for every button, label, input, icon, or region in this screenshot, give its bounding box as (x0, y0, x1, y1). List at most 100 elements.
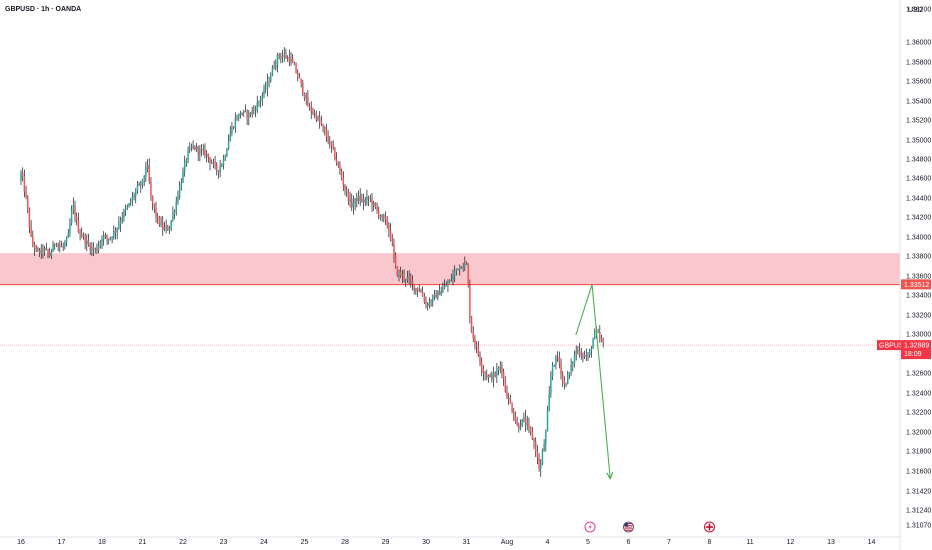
candle-body (531, 431, 534, 440)
x-tick-label: 23 (220, 539, 228, 546)
candle-body (187, 149, 189, 160)
candle-body (545, 431, 547, 444)
candle-body (194, 145, 196, 150)
lightning-icon[interactable] (584, 521, 596, 533)
chart-title: GBPUSD · 1h · OANDA (5, 6, 81, 13)
candle-body (109, 237, 112, 240)
candle-body (394, 255, 397, 267)
candle-body (361, 199, 363, 202)
x-tick-label: 7 (667, 539, 671, 546)
candle-body (60, 246, 63, 248)
candle-body (398, 271, 400, 276)
candle-body (27, 196, 29, 209)
candle-body (170, 220, 172, 229)
flag-gb-icon[interactable] (704, 521, 715, 533)
candle-body (486, 374, 488, 378)
candle-body (337, 162, 339, 166)
candle-body (339, 165, 341, 172)
y-tick-label: 1.34400 (906, 196, 931, 203)
candle-body (297, 72, 299, 77)
candle-body (221, 164, 223, 167)
candle-body (214, 162, 216, 164)
candle-body (276, 54, 279, 66)
candle-body (216, 163, 218, 170)
candle-body (271, 67, 274, 76)
candle-body (602, 341, 604, 343)
candle-body (108, 238, 110, 240)
candle-body (452, 275, 454, 281)
candle-body (460, 266, 463, 269)
x-tick-label: 24 (260, 539, 268, 546)
candle-body (592, 339, 594, 349)
candle-body (317, 117, 319, 120)
flag-stripe (624, 528, 633, 530)
candle-body (239, 113, 242, 116)
candle-body (305, 97, 307, 99)
candle-body (50, 251, 53, 256)
candle-body (92, 247, 95, 250)
candle-body (155, 207, 157, 217)
flag-stripe (624, 523, 633, 524)
candle-body (138, 184, 140, 186)
candle-body (433, 293, 436, 296)
candle-body (86, 240, 88, 244)
candle-body (406, 277, 409, 280)
candle-body (457, 268, 459, 270)
y-tick-label: 1.31420 (906, 489, 931, 496)
candle-body (325, 130, 328, 138)
candle-body (310, 107, 312, 113)
candle-body (259, 99, 262, 102)
candle-body (504, 378, 507, 392)
x-tick-label: 13 (827, 539, 835, 546)
candle-body (133, 196, 135, 197)
y-tick-label: 1.32000 (906, 430, 931, 437)
candle-body (158, 216, 161, 226)
candle-body (258, 101, 260, 103)
candle-body (47, 249, 49, 253)
candle-body (411, 281, 414, 284)
candle-body (366, 196, 368, 200)
candle-body (177, 197, 179, 202)
candle-body (168, 228, 171, 231)
candle-body (550, 376, 552, 394)
x-tick-label: 18 (98, 539, 106, 546)
candle-body (195, 146, 198, 150)
candle-body (551, 365, 554, 377)
candle-body (97, 245, 100, 251)
y-tick-label: 1.35200 (906, 118, 931, 125)
candle-body (329, 141, 331, 143)
candle-body (432, 295, 434, 302)
x-tick-label: 11 (746, 539, 753, 546)
candle-body (578, 350, 581, 356)
y-tick-label: 1.32200 (906, 410, 931, 417)
candle-body (445, 285, 447, 287)
flag-us-icon[interactable] (623, 521, 634, 533)
candle-body (37, 248, 39, 251)
candle-body (447, 283, 449, 286)
candle-body (418, 290, 420, 292)
candle-body (583, 355, 586, 357)
candle-body (541, 451, 544, 464)
candle-body (293, 62, 296, 66)
candle-body (163, 227, 166, 230)
candle-body (72, 205, 75, 211)
x-tick-label: 29 (382, 539, 390, 546)
y-tick-label: 1.31600 (906, 469, 931, 476)
candle-body (94, 248, 96, 250)
candle-body (386, 218, 388, 226)
y-tick-label: 1.35800 (906, 60, 931, 67)
candle-body (349, 198, 351, 202)
candle-body (372, 202, 375, 205)
candle-body (264, 88, 267, 90)
candle-body (275, 65, 277, 69)
candle-body (563, 379, 566, 385)
candle-body (524, 417, 527, 426)
candle-body (87, 240, 90, 245)
candle-body (70, 210, 73, 224)
candle-body (474, 338, 476, 345)
candle-body (561, 374, 564, 380)
candle-body (585, 355, 588, 357)
candle-body (496, 370, 498, 377)
candle-body (136, 185, 139, 191)
